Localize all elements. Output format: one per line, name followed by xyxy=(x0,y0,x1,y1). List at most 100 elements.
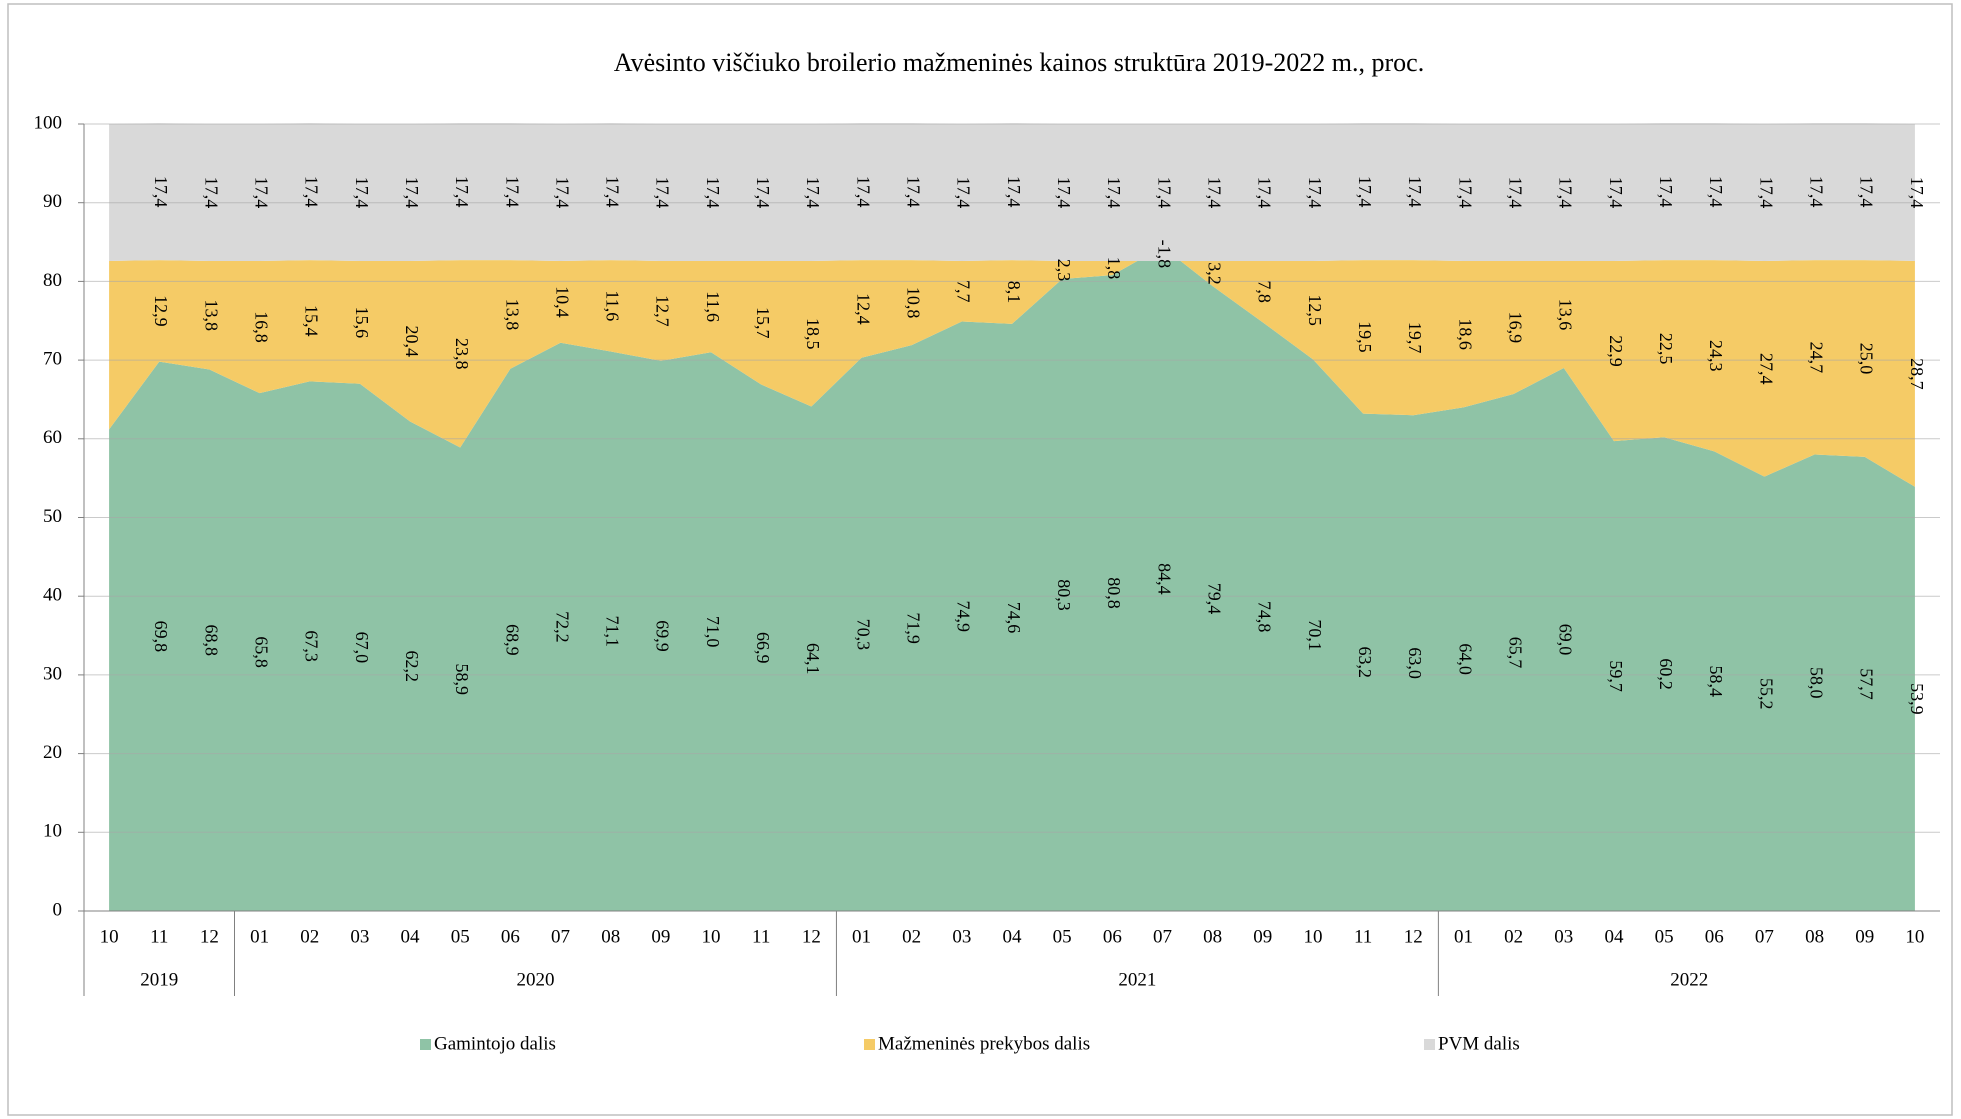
data-label: 53,9 xyxy=(1907,683,1927,715)
data-label: 65,7 xyxy=(1505,637,1525,669)
x-tick-label: 08 xyxy=(1805,926,1824,947)
data-label: 68,9 xyxy=(502,624,522,656)
data-label: 17,4 xyxy=(1104,177,1124,209)
data-label: 17,4 xyxy=(1756,177,1776,209)
data-label: 28,7 xyxy=(1907,358,1927,390)
y-tick-label: 40 xyxy=(43,585,62,606)
data-label: 17,4 xyxy=(552,177,572,209)
data-label: 67,3 xyxy=(302,630,322,662)
data-label: 72,2 xyxy=(552,611,572,643)
data-label: 22,5 xyxy=(1656,333,1676,365)
x-tick-label: 10 xyxy=(702,926,721,947)
data-label: 17,4 xyxy=(954,177,974,209)
x-tick-label: 09 xyxy=(1253,926,1272,947)
x-tick-label: 06 xyxy=(501,926,520,947)
data-label: 17,4 xyxy=(1505,177,1525,209)
data-label: 70,3 xyxy=(853,619,873,651)
data-label: 64,0 xyxy=(1455,643,1475,675)
area xyxy=(109,246,1915,912)
data-label: 17,4 xyxy=(1154,177,1174,209)
x-tick-label: 04 xyxy=(1604,926,1624,947)
data-label: 17,4 xyxy=(1205,177,1225,209)
data-label: 12,9 xyxy=(151,295,171,327)
data-label: 17,4 xyxy=(151,176,171,208)
x-tick-label: 07 xyxy=(1153,926,1172,947)
data-label: 19,7 xyxy=(1405,322,1425,354)
x-tick-label: 07 xyxy=(551,926,570,947)
data-label: 20,4 xyxy=(402,325,422,357)
data-label: 3,2 xyxy=(1205,262,1225,285)
data-label: 17,4 xyxy=(1004,176,1024,208)
data-label: 74,9 xyxy=(954,601,974,633)
data-label: 17,4 xyxy=(1606,177,1626,209)
x-tick-label: 02 xyxy=(902,926,921,947)
chart-title: Avėsinto viščiuko broilerio mažmeninės k… xyxy=(614,48,1424,77)
area xyxy=(109,123,1915,261)
data-label: 71,0 xyxy=(703,616,723,648)
x-tick-label: 01 xyxy=(1454,926,1473,947)
data-label: 13,8 xyxy=(201,299,221,331)
data-label: 17,4 xyxy=(603,176,623,208)
x-tick-label: 03 xyxy=(952,926,971,947)
x-tick-label: 03 xyxy=(1554,926,1573,947)
data-label: 66,9 xyxy=(753,632,773,664)
data-label: 58,4 xyxy=(1706,665,1726,697)
data-label: 19,5 xyxy=(1355,321,1375,353)
y-tick-label: 80 xyxy=(43,270,62,291)
data-label: 80,3 xyxy=(1054,579,1074,611)
data-label: 63,0 xyxy=(1405,647,1425,679)
data-label: 69,8 xyxy=(151,621,171,653)
data-label: 67,0 xyxy=(352,632,372,664)
data-label: 17,4 xyxy=(1405,176,1425,208)
x-tick-label: 02 xyxy=(1504,926,1523,947)
data-label: 15,6 xyxy=(352,307,372,339)
x-tick-label: 01 xyxy=(852,926,871,947)
x-tick-label: 09 xyxy=(1855,926,1874,947)
y-tick-label: 10 xyxy=(43,821,62,842)
data-label: 17,4 xyxy=(1556,177,1576,209)
legend-swatch xyxy=(420,1039,431,1050)
y-tick-label: 60 xyxy=(43,427,62,448)
data-label: 11,6 xyxy=(703,291,723,322)
data-label: 69,0 xyxy=(1556,624,1576,656)
data-label: 69,9 xyxy=(653,620,673,652)
x-tick-label: 05 xyxy=(451,926,470,947)
data-label: 64,1 xyxy=(803,643,823,675)
data-label: 59,7 xyxy=(1606,660,1626,692)
data-label: 18,6 xyxy=(1455,318,1475,350)
data-label: 24,3 xyxy=(1706,340,1726,372)
data-label: 13,8 xyxy=(502,299,522,331)
x-tick-label: 04 xyxy=(1003,926,1023,947)
data-label: 17,4 xyxy=(1806,176,1826,208)
data-label: 10,8 xyxy=(904,287,924,319)
data-label: 16,8 xyxy=(251,311,271,343)
data-label: 18,5 xyxy=(803,318,823,350)
x-tick-label: 11 xyxy=(752,926,770,947)
y-tick-label: 30 xyxy=(43,663,62,684)
data-label: 17,4 xyxy=(853,176,873,208)
x-group-label: 2021 xyxy=(1118,969,1156,990)
x-tick-label: 11 xyxy=(150,926,168,947)
x-tick-label: 12 xyxy=(1404,926,1423,947)
x-tick-label: 02 xyxy=(300,926,319,947)
data-label: 17,4 xyxy=(1656,176,1676,208)
x-tick-label: 08 xyxy=(1203,926,1222,947)
data-label: 17,4 xyxy=(1455,177,1475,209)
x-group-label: 2020 xyxy=(516,969,554,990)
data-label: 60,2 xyxy=(1656,658,1676,690)
data-label: 23,8 xyxy=(452,338,472,370)
data-label: 17,4 xyxy=(1355,176,1375,208)
x-tick-label: 12 xyxy=(200,926,219,947)
x-tick-label: 07 xyxy=(1755,926,1774,947)
data-label: 2,3 xyxy=(1054,259,1074,282)
data-label: 71,9 xyxy=(904,612,924,644)
y-tick-label: 70 xyxy=(43,348,62,369)
data-label: 57,7 xyxy=(1857,668,1877,700)
legend-label: Gamintojo dalis xyxy=(434,1033,556,1054)
x-tick-label: 11 xyxy=(1354,926,1372,947)
data-label: 70,1 xyxy=(1305,619,1325,651)
data-label: 17,4 xyxy=(201,177,221,209)
y-tick-label: 50 xyxy=(43,506,62,527)
x-tick-label: 03 xyxy=(350,926,369,947)
data-label: 17,4 xyxy=(753,177,773,209)
